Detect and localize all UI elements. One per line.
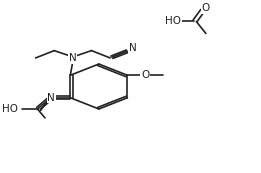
Text: O: O	[202, 3, 210, 13]
Text: N: N	[129, 43, 137, 53]
Text: N: N	[48, 93, 55, 103]
Text: N: N	[69, 53, 77, 63]
Text: HO: HO	[165, 16, 181, 26]
Text: O: O	[141, 70, 149, 80]
Text: HO: HO	[2, 104, 18, 114]
